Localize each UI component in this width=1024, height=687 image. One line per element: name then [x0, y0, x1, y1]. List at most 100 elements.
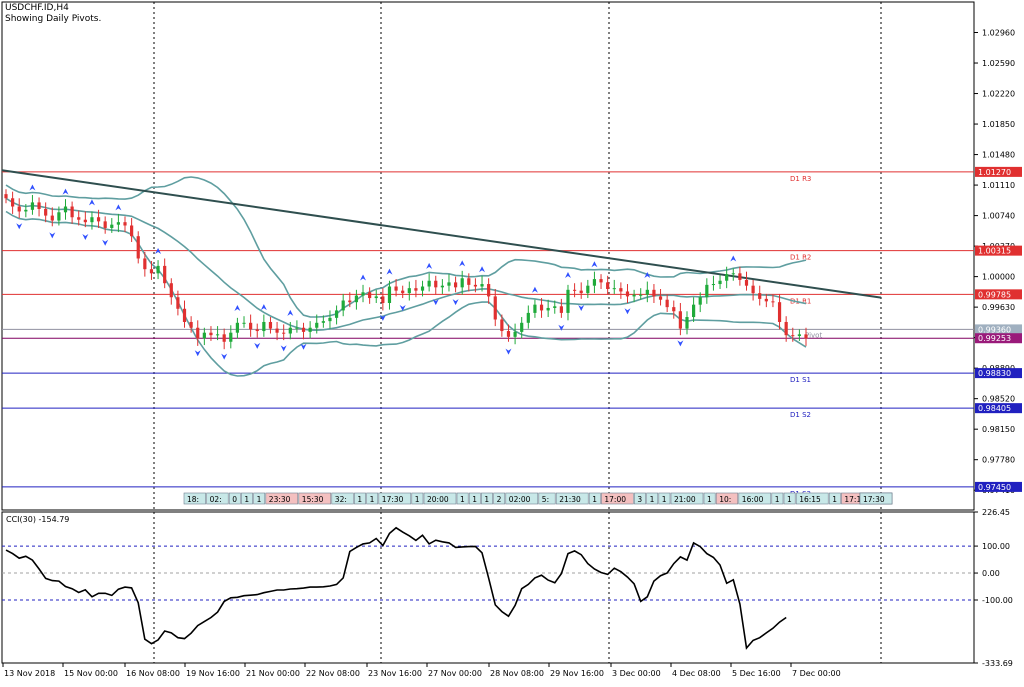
fractal-up-arrow	[115, 204, 122, 211]
price-tick-label: 1.01110	[982, 181, 1015, 190]
candle-body	[731, 273, 735, 275]
time-tick-label: 27 Nov 00:00	[428, 669, 482, 678]
time-tag-bg	[670, 492, 704, 505]
time-tag: 16:15	[799, 495, 821, 504]
candle-body	[334, 310, 339, 318]
time-tag: 21:30	[559, 495, 581, 504]
candle-body	[328, 317, 332, 322]
time-tag-bg	[538, 492, 556, 505]
current-price-tag: 0.99253	[978, 334, 1011, 343]
candle-body	[744, 279, 749, 286]
candle-body	[572, 289, 577, 291]
time-tag-bg	[715, 492, 739, 505]
candle-body	[606, 282, 610, 289]
time-tag: 1	[460, 495, 465, 504]
fractal-down-arrow	[102, 239, 109, 246]
candle-body	[645, 289, 649, 295]
candle-body	[513, 331, 517, 337]
cci-tick-label: 226.45	[982, 508, 1010, 517]
time-tag-bg	[228, 492, 241, 505]
time-tag-bg	[206, 492, 229, 505]
price-tick-label: 1.02220	[982, 90, 1015, 99]
candle-body	[176, 297, 180, 309]
candle-body	[493, 296, 497, 320]
candle-body	[209, 332, 213, 336]
candle-body	[163, 265, 167, 284]
band-lower	[5, 210, 807, 377]
candle-body	[341, 300, 345, 311]
candle-body	[368, 292, 372, 299]
time-tag: 1	[357, 495, 362, 504]
candle-body	[751, 285, 755, 294]
time-tag-bg	[859, 492, 893, 505]
price-tag: 1.00315	[978, 247, 1011, 256]
candle-body	[407, 288, 411, 294]
price-tick-label: 0.98150	[982, 425, 1015, 434]
time-tick-label: 16 Nov 08:00	[126, 669, 180, 678]
price-tag-bg	[975, 245, 1022, 256]
current-price-tag-bg	[975, 333, 1022, 344]
time-tag-bg	[331, 492, 354, 505]
price-panel[interactable]: 1.02960 1.02590 1.02220 1.01850 1.01480 1.011…	[1, 1, 1022, 511]
band-middle	[5, 197, 807, 332]
candle-body	[791, 335, 795, 337]
candle-body	[116, 222, 120, 225]
pivot-label: D1 S2	[790, 411, 811, 419]
candle-body	[460, 278, 464, 288]
time-tick-label: 22 Nov 08:00	[306, 669, 360, 678]
pivot-label: D1 S1	[790, 376, 811, 384]
time-tag: 16:00	[742, 495, 764, 504]
candle-body	[288, 327, 292, 334]
candle-body	[447, 282, 451, 286]
candle-body	[804, 334, 808, 339]
candle-body	[665, 299, 669, 308]
candle-body	[453, 282, 458, 288]
time-tag: 1	[370, 495, 375, 504]
candle-body	[123, 222, 127, 226]
candle-body	[354, 295, 359, 303]
time-tag-bg	[468, 492, 481, 505]
fractal-up-arrow	[234, 304, 241, 311]
time-tag-bg	[253, 492, 266, 505]
time-tag-bg	[738, 492, 772, 505]
time-tag: 1	[787, 495, 792, 504]
candle-body	[553, 306, 557, 308]
time-tick-label: 13 Nov 2018	[4, 669, 55, 678]
time-tag: 1	[832, 495, 837, 504]
candle-body	[506, 331, 511, 337]
candle-body	[632, 294, 636, 297]
time-tick-label: 29 Nov 16:00	[550, 669, 604, 678]
price-tick-label: 1.02590	[982, 59, 1015, 68]
candle-body	[149, 269, 154, 274]
time-tag: 17:30	[863, 495, 885, 504]
candle-body	[420, 286, 425, 291]
price-tick-label: 0.97780	[982, 456, 1015, 465]
candle-body	[440, 285, 444, 288]
candle-body	[658, 296, 663, 300]
candle-body	[579, 290, 583, 294]
candle-body	[414, 288, 418, 291]
fractal-up-arrow	[479, 266, 486, 273]
candle-body	[282, 332, 286, 334]
candle-body	[387, 286, 392, 304]
price-tag-bg	[975, 368, 1022, 379]
time-tag-bg	[795, 492, 829, 505]
candle-body	[11, 198, 15, 207]
time-axis: 13 Nov 2018 15 Nov 00:00 16 Nov 08:00 19 No…	[2, 663, 841, 678]
cci-frame	[1, 511, 975, 664]
candle-body	[771, 301, 775, 303]
time-tag: 20:00	[427, 495, 449, 504]
candle-body	[50, 215, 54, 221]
time-tag-bg	[703, 492, 716, 505]
cci-panel[interactable]: CCI(30) -154.79 226.45 100.00 0.00 -100.00 -3…	[1, 508, 1013, 668]
cci-line	[5, 526, 787, 650]
trendline	[1, 169, 882, 299]
time-tag-bg	[378, 492, 412, 505]
time-tag-bg	[354, 492, 366, 505]
candle-body	[242, 322, 246, 324]
candle-body	[586, 285, 590, 294]
candle-body	[262, 321, 266, 332]
fractal-down-arrow	[82, 234, 89, 241]
